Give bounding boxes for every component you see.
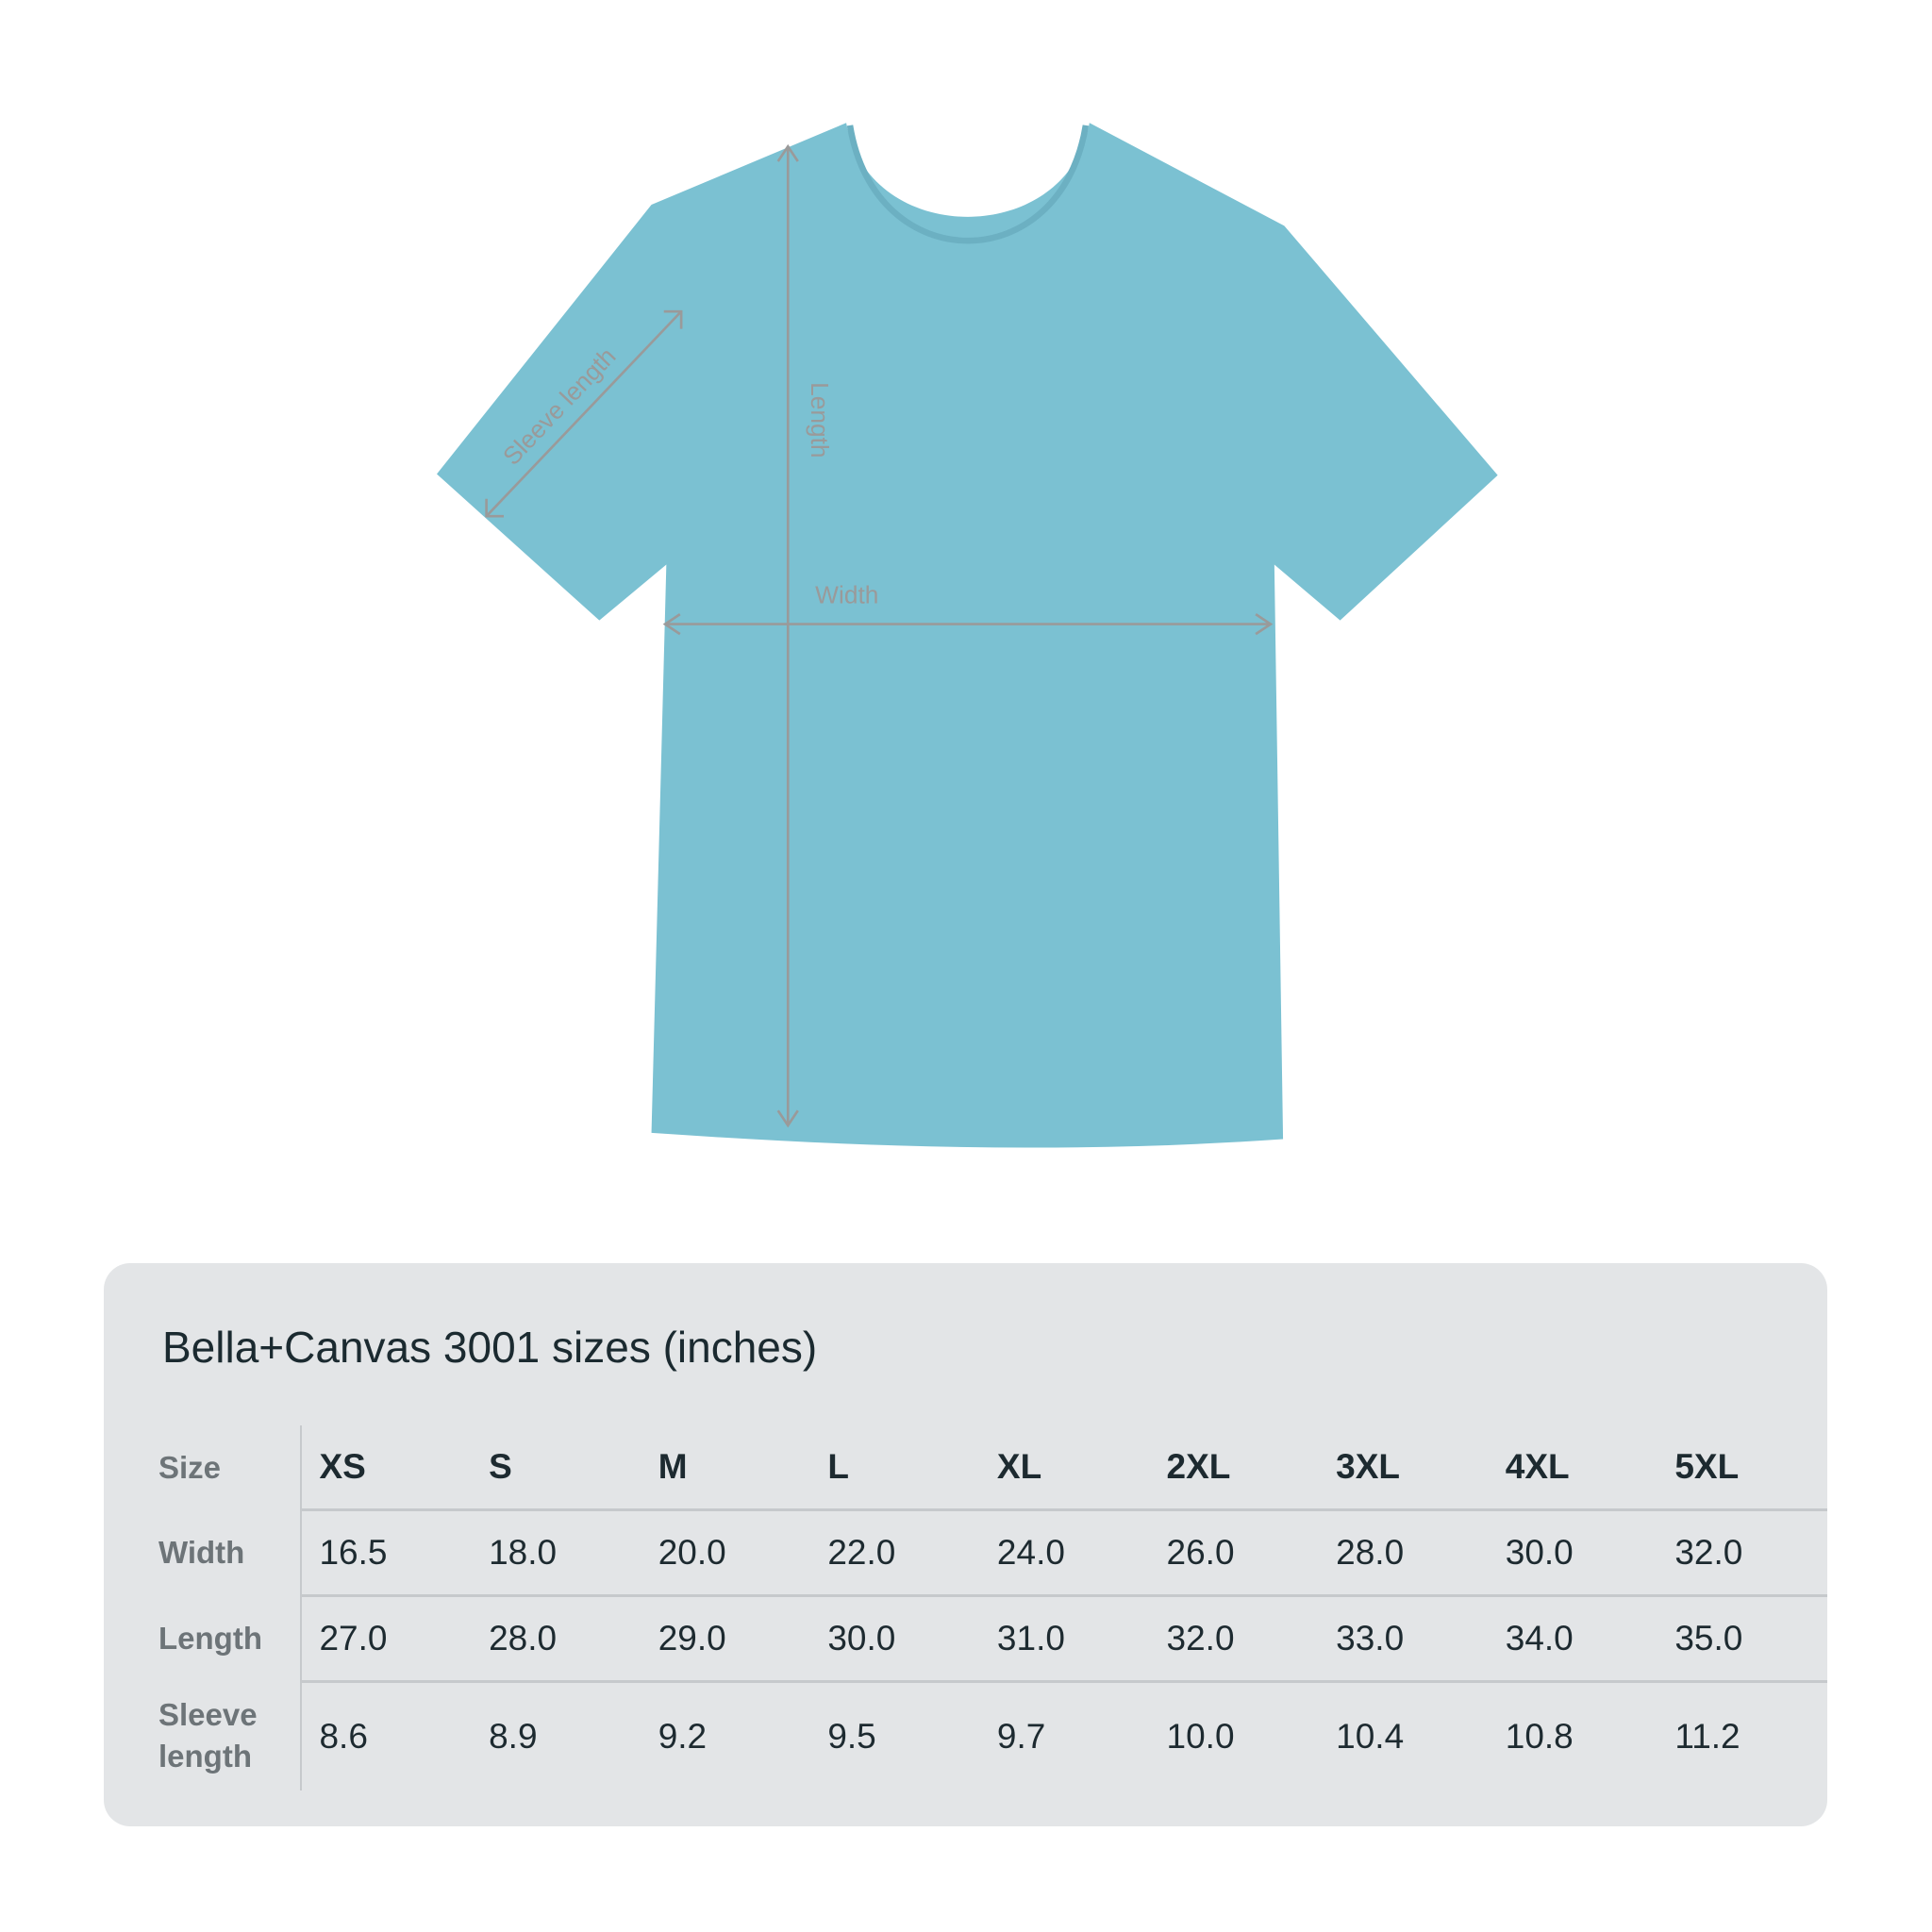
- table-cell: 16.5: [301, 1508, 473, 1596]
- size-chart-panel: Bella+Canvas 3001 sizes (inches) Size XS S…: [104, 1263, 1827, 1826]
- table-cell: 9.5: [810, 1680, 980, 1790]
- table-cell: 9.2: [641, 1680, 811, 1790]
- table-row-width: Width 16.5 18.0 20.0 22.0 24.0 26.0 28.0 30.0 32.…: [158, 1508, 1827, 1596]
- table-row-size: Size XS S M L XL 2XL 3XL 4XL 5XL: [158, 1425, 1827, 1510]
- width-label: Width: [815, 580, 878, 608]
- table-cell: 29.0: [641, 1594, 811, 1682]
- table-cell: 26.0: [1149, 1508, 1320, 1596]
- size-table: Size XS S M L XL 2XL 3XL 4XL 5XL Width 16.5 18.0 20.…: [158, 1425, 1827, 1790]
- row-label: Size: [158, 1425, 303, 1510]
- size-header-cell: XL: [996, 1447, 1042, 1486]
- row-label: Sleeve length: [158, 1681, 303, 1790]
- table-row-length: Length 27.0 28.0 29.0 30.0 31.0 32.0 33.0 34.0 35…: [158, 1594, 1827, 1682]
- table-cell: 28.0: [1319, 1508, 1489, 1596]
- row-label: Width: [158, 1509, 303, 1596]
- row-label: Length: [158, 1595, 303, 1682]
- table-cell: 28.0: [472, 1594, 641, 1682]
- table-row-sleeve-length: Sleeve length 8.6 8.9 9.2 9.5 9.7 10.0 10.4 10.8…: [158, 1680, 1827, 1790]
- sleeve-line: [485, 310, 683, 518]
- size-header-cell: XS: [319, 1447, 366, 1486]
- table-cell: 35.0: [1657, 1594, 1827, 1682]
- table-cell: 9.7: [979, 1680, 1150, 1790]
- table-cell: 20.0: [641, 1508, 811, 1596]
- table-cell: 27.0: [301, 1594, 473, 1682]
- size-header-cell: 2XL: [1166, 1447, 1231, 1486]
- size-header-cell: M: [658, 1447, 688, 1486]
- table-cell: 31.0: [979, 1594, 1150, 1682]
- size-header-cell: 3XL: [1336, 1447, 1400, 1486]
- tshirt-body: [437, 123, 1498, 1148]
- length-label: Length: [806, 382, 834, 458]
- size-header-cell: 5XL: [1674, 1447, 1740, 1486]
- table-cell: 30.0: [1488, 1508, 1658, 1596]
- table-cell: 10.8: [1488, 1680, 1658, 1790]
- size-header-cell: 4XL: [1505, 1447, 1570, 1486]
- table-cell: 8.6: [301, 1680, 473, 1790]
- table-cell: 8.9: [472, 1680, 641, 1790]
- table-cell: 10.4: [1319, 1680, 1489, 1790]
- table-cell: 32.0: [1657, 1508, 1827, 1596]
- size-chart-title: Bella+Canvas 3001 sizes (inches): [162, 1323, 818, 1372]
- table-cell: 24.0: [979, 1508, 1150, 1596]
- table-cell: 18.0: [472, 1508, 641, 1596]
- table-cell: 11.2: [1657, 1680, 1827, 1790]
- table-cell: 32.0: [1149, 1594, 1320, 1682]
- table-cell: 33.0: [1319, 1594, 1489, 1682]
- table-cell: 34.0: [1488, 1594, 1658, 1682]
- collar: [846, 125, 1090, 244]
- table-cell: 30.0: [810, 1594, 980, 1682]
- size-header-cell: S: [489, 1447, 512, 1486]
- measure-lines: [485, 143, 1274, 1128]
- table-cell: 22.0: [810, 1508, 980, 1596]
- table-cell: 10.0: [1149, 1680, 1320, 1790]
- size-header-cell: L: [827, 1447, 849, 1486]
